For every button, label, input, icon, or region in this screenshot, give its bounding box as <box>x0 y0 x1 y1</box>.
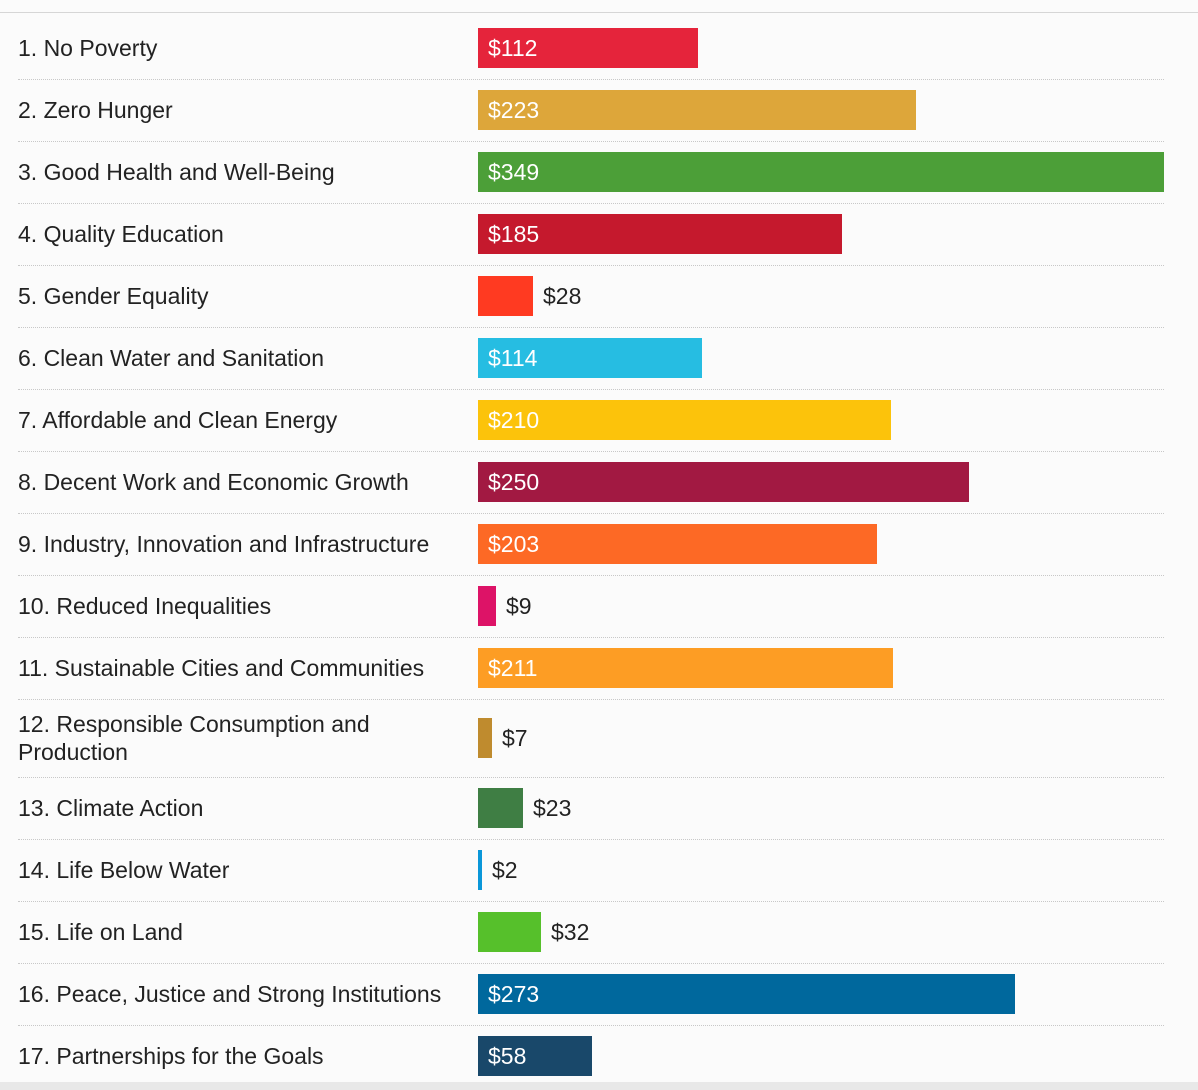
bar-row: 11. Sustainable Cities and Communities $2… <box>18 638 1164 700</box>
bar-row: 12. Responsible Consumption and Producti… <box>18 700 1164 778</box>
category-label: 9. Industry, Innovation and Infrastructu… <box>18 531 430 557</box>
category-label: 12. Responsible Consumption and Producti… <box>18 711 370 765</box>
bar-row: 9. Industry, Innovation and Infrastructu… <box>18 514 1164 576</box>
bar-row: 7. Affordable and Clean Energy $210 <box>18 390 1164 452</box>
value-label: $185 <box>488 221 540 247</box>
bar <box>478 152 1164 192</box>
bar <box>478 214 842 254</box>
bar <box>478 400 891 440</box>
category-label: 14. Life Below Water <box>18 857 230 883</box>
bar <box>478 28 698 68</box>
bar-row: 10. Reduced Inequalities $9 <box>18 576 1164 638</box>
value-label: $9 <box>506 593 532 619</box>
bar-row: 2. Zero Hunger $223 <box>18 80 1164 142</box>
bar-row: 4. Quality Education $185 <box>18 204 1164 266</box>
category-label: 7. Affordable and Clean Energy <box>18 407 338 433</box>
bottom-scroll-strip <box>0 1082 1198 1090</box>
value-label: $349 <box>488 159 540 185</box>
bar-row: 15. Life on Land $32 <box>18 902 1164 964</box>
bar <box>478 90 916 130</box>
bar <box>478 586 496 626</box>
category-label: 13. Climate Action <box>18 795 204 821</box>
bar-row: 5. Gender Equality $28 <box>18 266 1164 328</box>
bar <box>478 524 877 564</box>
category-label: 5. Gender Equality <box>18 283 209 309</box>
value-label: $250 <box>488 469 540 495</box>
value-label: $211 <box>488 655 538 681</box>
bar <box>478 850 482 890</box>
value-label: $28 <box>543 283 582 309</box>
category-label: 3. Good Health and Well-Being <box>18 159 335 185</box>
bar <box>478 718 492 758</box>
value-label: $203 <box>488 531 540 557</box>
bar-row: 1. No Poverty $112 <box>18 18 1164 80</box>
value-label: $32 <box>551 919 590 945</box>
value-label: $7 <box>502 725 528 751</box>
bar-row: 16. Peace, Justice and Strong Institutio… <box>18 964 1164 1026</box>
bar-row: 13. Climate Action $23 <box>18 778 1164 840</box>
value-label: $2 <box>492 857 518 883</box>
category-label: 6. Clean Water and Sanitation <box>18 345 324 371</box>
bar-row: 3. Good Health and Well-Being $349 <box>18 142 1164 204</box>
value-label: $210 <box>488 407 540 433</box>
bar-row: 6. Clean Water and Sanitation $114 <box>18 328 1164 390</box>
value-label: $58 <box>488 1043 527 1069</box>
top-rule <box>0 12 1198 13</box>
category-label: 4. Quality Education <box>18 221 224 247</box>
value-label: $114 <box>488 345 538 371</box>
bar <box>478 276 533 316</box>
bar <box>478 1036 592 1076</box>
bar-row: 8. Decent Work and Economic Growth $250 <box>18 452 1164 514</box>
bar <box>478 648 893 688</box>
category-label: 11. Sustainable Cities and Communities <box>18 655 425 681</box>
bar <box>478 912 541 952</box>
value-label: $273 <box>488 981 540 1007</box>
bar <box>478 338 702 378</box>
value-label: $23 <box>533 795 572 821</box>
value-label: $112 <box>488 35 538 61</box>
bar-row: 17. Partnerships for the Goals $58 <box>18 1026 1164 1088</box>
category-label: 15. Life on Land <box>18 919 183 945</box>
category-label: 8. Decent Work and Economic Growth <box>18 469 409 495</box>
category-label: 10. Reduced Inequalities <box>18 593 272 619</box>
bar <box>478 788 523 828</box>
category-label: 2. Zero Hunger <box>18 97 173 123</box>
bar-row: 14. Life Below Water $2 <box>18 840 1164 902</box>
category-label: 1. No Poverty <box>18 35 158 61</box>
bar <box>478 462 969 502</box>
bar <box>478 974 1015 1014</box>
value-label: $223 <box>488 97 540 123</box>
category-label: 17. Partnerships for the Goals <box>18 1043 324 1069</box>
category-label: 16. Peace, Justice and Strong Institutio… <box>18 981 442 1007</box>
